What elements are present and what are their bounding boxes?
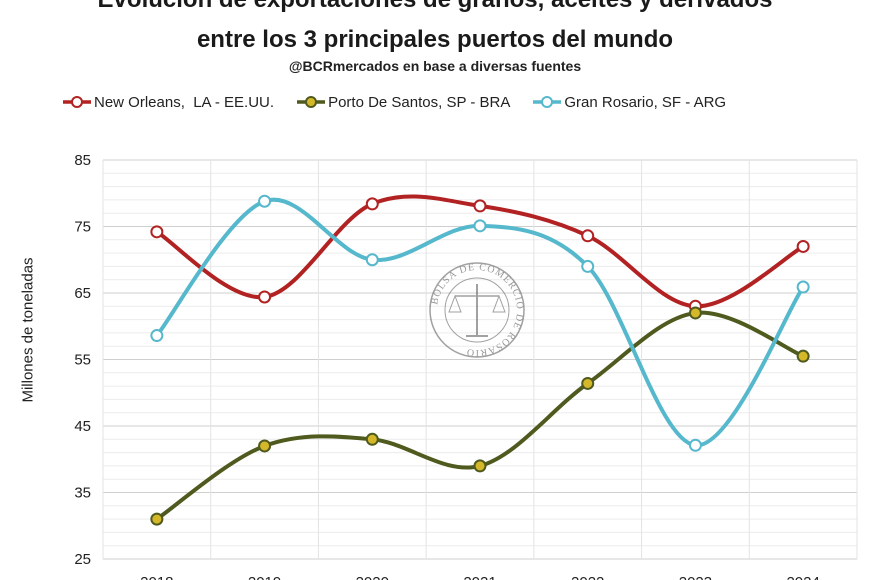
x-tick-label: 2023 [679, 574, 712, 580]
data-point-porto-de-santos [581, 376, 595, 390]
chart-subtitle: @BCRmercados en base a diversas fuentes [288, 58, 582, 74]
legend-marker-gran-rosario [533, 96, 562, 108]
data-point-porto-de-santos [796, 349, 810, 363]
chart-legend: New Orleans, LA - EE.UU. Porto De Santos… [62, 91, 748, 113]
series-line-gran-rosario [154, 197, 806, 448]
x-tick-label: 2022 [571, 574, 604, 580]
data-point-gran-rosario [796, 280, 810, 294]
legend-item-porto-de-santos: Porto De Santos, SP - BRA [296, 94, 510, 111]
x-tick-label: 2024 [786, 574, 819, 580]
legend-label-gran-rosario: Gran Rosario, SF - ARG [564, 93, 727, 111]
y-tick-label: 65 [74, 285, 91, 302]
data-point-porto-de-santos [473, 459, 487, 473]
chart-title-line-1: Evolución de exportaciones de granos, ac… [0, 0, 870, 14]
series-line-porto-de-santos [154, 310, 806, 522]
x-tick-label: 2021 [463, 574, 496, 580]
data-point-new-orleans [150, 225, 164, 239]
data-point-new-orleans [365, 197, 379, 211]
legend-marker-porto-de-santos [297, 96, 326, 108]
data-point-gran-rosario [258, 194, 272, 208]
y-tick-label: 55 [74, 352, 91, 369]
series-lines [150, 194, 810, 526]
data-point-new-orleans [258, 290, 272, 304]
legend-label-new-orleans: New Orleans, LA - EE.UU. [94, 93, 275, 111]
x-tick-label: 2019 [248, 574, 281, 580]
data-point-new-orleans [473, 199, 487, 213]
data-point-porto-de-santos [150, 512, 164, 526]
x-tick-label: 2018 [140, 574, 173, 580]
data-point-new-orleans [581, 229, 595, 243]
y-axis-ticks: 25 35 45 55 65 75 85 [74, 152, 91, 568]
data-point-gran-rosario [150, 329, 164, 343]
x-axis-ticks: 2018 2019 2020 2021 2022 2023 2024 [140, 574, 820, 580]
data-point-gran-rosario [688, 438, 702, 452]
data-point-new-orleans [796, 239, 810, 253]
y-tick-label: 75 [74, 219, 91, 236]
data-point-porto-de-santos [365, 432, 379, 446]
legend-label-porto-de-santos: Porto De Santos, SP - BRA [328, 93, 511, 111]
data-point-gran-rosario [581, 259, 595, 273]
bcr-seal-watermark: BOLSA DE COMERCIO DE ROSARIO [429, 262, 525, 358]
y-tick-label: 35 [74, 485, 91, 502]
data-point-gran-rosario [365, 253, 379, 267]
y-tick-label: 85 [74, 152, 91, 169]
x-tick-label: 2020 [356, 574, 389, 580]
data-point-gran-rosario [473, 219, 487, 233]
grid-lines [102, 159, 858, 560]
chart-title-line-2: entre los 3 principales puertos del mund… [196, 26, 674, 53]
data-point-porto-de-santos [258, 439, 272, 453]
legend-item-gran-rosario: Gran Rosario, SF - ARG [532, 94, 726, 111]
y-tick-label: 25 [74, 551, 91, 568]
legend-item-new-orleans: New Orleans, LA - EE.UU. [62, 94, 274, 111]
data-point-porto-de-santos [688, 306, 702, 320]
legend-marker-new-orleans [63, 96, 91, 108]
y-tick-label: 45 [74, 418, 91, 435]
